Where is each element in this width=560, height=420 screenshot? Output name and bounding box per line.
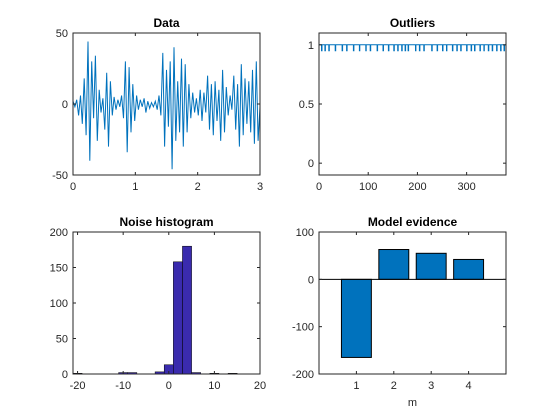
x-tick-label: 3 — [257, 181, 263, 193]
evidence-bar — [453, 258, 485, 280]
y-tick-label: 0 — [62, 99, 68, 111]
chart-title-noise_histogram: Noise histogram — [119, 215, 213, 229]
y-tick-label: 0 — [62, 369, 68, 381]
y-tick-label: 0 — [308, 274, 314, 286]
x-tick-label: 20 — [254, 380, 266, 392]
plot-area-noise_histogram — [72, 231, 261, 375]
chart-title-data: Data — [153, 16, 179, 30]
x-tick-label: 0 — [70, 181, 76, 193]
y-tick-label: 50 — [56, 28, 68, 40]
y-tick-label: 100 — [296, 227, 314, 239]
y-tick-label: 1 — [308, 40, 314, 52]
x-tick-label: -20 — [70, 380, 86, 392]
y-tick-label: 0 — [308, 158, 314, 170]
x-tick-label: 200 — [408, 181, 426, 193]
histogram-bar — [173, 261, 183, 375]
x-tick-label: 2 — [195, 181, 201, 193]
y-tick-label: -50 — [52, 170, 68, 182]
axes-border-model_evidence — [318, 231, 507, 375]
x-tick-label: 2 — [391, 380, 397, 392]
x-tick-label: -10 — [115, 380, 131, 392]
y-tick-label: 150 — [50, 263, 68, 275]
chart-title-outliers: Outliers — [390, 16, 436, 30]
evidence-bar — [378, 249, 410, 280]
y-tick-label: -100 — [292, 322, 314, 334]
x-tick-label: 0 — [316, 181, 322, 193]
data-series-line — [72, 41, 261, 170]
chart-title-model_evidence: Model evidence — [368, 215, 458, 229]
y-tick-label: 50 — [56, 334, 68, 346]
histogram-bar — [182, 245, 192, 375]
x-tick-label: 0 — [166, 380, 172, 392]
axes-model_evidence: 1 2 3 4 -200 -100 0 100 Model evidence m — [292, 215, 507, 409]
axes-outliers: 0 100 200 300 0 0.5 1 Outliers — [299, 16, 507, 193]
y-tick-label: 200 — [50, 227, 68, 239]
x-tick-label: 4 — [466, 380, 472, 392]
outlier-indicator-line — [319, 44, 506, 52]
x-tick-label: 3 — [428, 380, 434, 392]
x-tick-label: 10 — [208, 380, 220, 392]
evidence-bar — [340, 278, 372, 358]
y-tick-label: 0.5 — [299, 99, 314, 111]
x-tick-label: 1 — [132, 181, 138, 193]
plot-area-outliers — [318, 32, 507, 176]
x-axis-label-model_evidence: m — [408, 397, 417, 409]
y-tick-label: 100 — [50, 298, 68, 310]
x-tick-label: 300 — [457, 181, 475, 193]
x-tick-label: 100 — [359, 181, 377, 193]
y-tick-label: -200 — [292, 369, 314, 381]
evidence-bar — [415, 252, 447, 280]
x-tick-label: 1 — [353, 380, 359, 392]
